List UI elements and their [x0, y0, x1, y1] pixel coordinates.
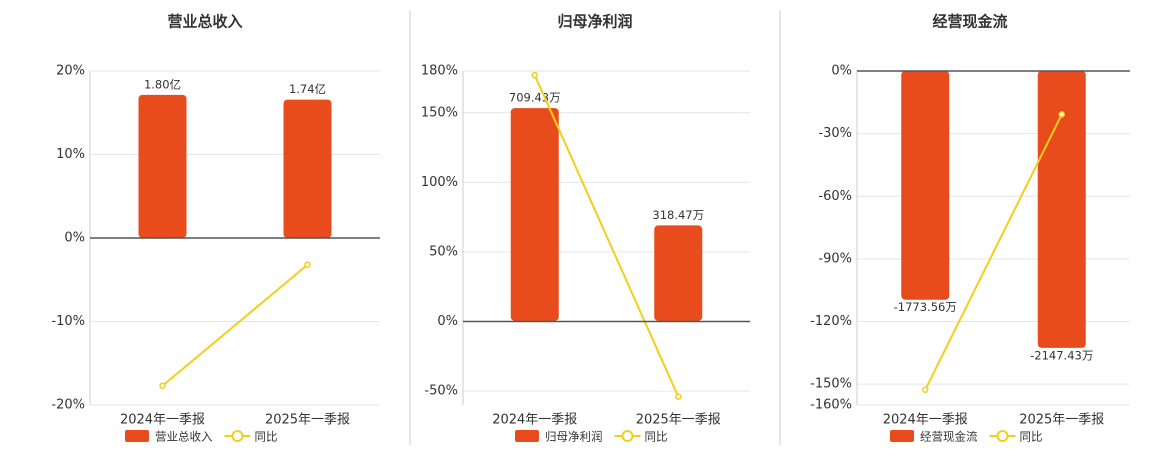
value-label: -1773.56万 [894, 300, 957, 314]
bar [138, 94, 187, 238]
line-point [1058, 111, 1065, 118]
y-tick-label: 0% [64, 231, 85, 246]
value-label: -2147.43万 [1030, 348, 1093, 362]
line-point [304, 261, 311, 268]
y-tick-label: -20% [51, 398, 85, 413]
chart-title: 归母净利润 [557, 13, 632, 31]
line [924, 113, 1063, 391]
bar [283, 99, 332, 238]
y-tick-label: 150% [421, 105, 458, 120]
legend-marker [231, 430, 244, 442]
x-tick-label: 2024年一季报 [492, 413, 577, 428]
y-tick-label: -10% [51, 314, 85, 329]
bar [654, 225, 703, 321]
y-tick-label: -60% [818, 189, 852, 204]
y-tick-label: 100% [421, 175, 458, 190]
legend-marker [621, 430, 634, 442]
line-point [922, 386, 929, 394]
x-tick-label: 2025年一季报 [636, 413, 721, 428]
y-tick-label: -30% [818, 126, 852, 141]
y-tick-label: 0% [831, 64, 852, 79]
bar [901, 71, 950, 300]
legend-swatch [125, 430, 149, 442]
x-tick-label: 2024年一季报 [883, 413, 968, 428]
x-tick-label: 2025年一季报 [1019, 413, 1104, 428]
line-point [159, 382, 166, 390]
x-tick-label: 2024年一季报 [120, 413, 205, 428]
legend-swatch [890, 430, 914, 442]
legend-swatch [515, 430, 539, 442]
value-label: 318.47万 [652, 208, 704, 222]
legend-label: 同比 [255, 430, 278, 444]
y-tick-label: -160% [810, 398, 852, 413]
value-label: 1.74亿 [289, 82, 326, 96]
line-point [531, 71, 538, 79]
y-tick-label: 180% [421, 64, 458, 79]
y-tick-label: 50% [429, 244, 458, 259]
legend-label: 归母净利润 [545, 430, 603, 444]
chart-title: 经营现金流 [932, 13, 1007, 31]
line-point [675, 393, 682, 400]
legend-marker [996, 430, 1009, 442]
y-tick-label: 0% [437, 314, 458, 329]
line [533, 74, 680, 398]
y-tick-label: -120% [810, 314, 852, 329]
y-tick-label: -150% [810, 377, 852, 392]
x-tick-label: 2025年一季报 [265, 413, 350, 428]
value-label: 1.80亿 [144, 77, 181, 91]
y-tick-label: -50% [424, 384, 458, 399]
y-tick-label: 20% [56, 64, 85, 79]
y-tick-label: -90% [818, 251, 852, 266]
bar [510, 108, 559, 321]
value-label: 709.43万 [509, 91, 561, 105]
legend-label: 同比 [645, 430, 668, 444]
legend-label: 营业总收入 [155, 430, 213, 444]
chart-title: 营业总收入 [167, 13, 242, 31]
legend-label: 同比 [1020, 430, 1043, 444]
legend-label: 经营现金流 [920, 430, 978, 444]
line [161, 263, 309, 387]
y-tick-label: 10% [56, 147, 85, 162]
